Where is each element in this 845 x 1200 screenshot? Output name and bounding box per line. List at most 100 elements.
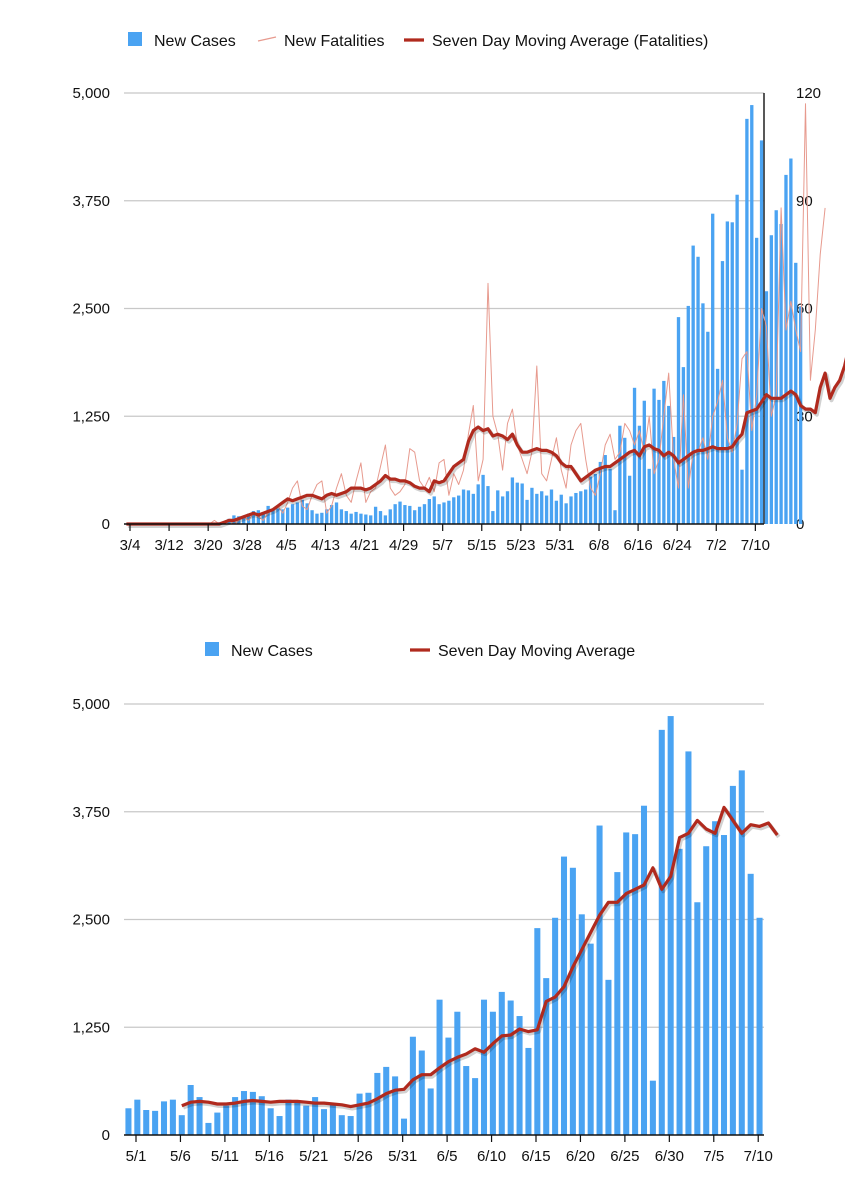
bar-new-cases xyxy=(437,504,441,524)
bar-new-cases xyxy=(334,502,339,524)
bar-new-cases xyxy=(408,505,412,524)
bar-new-cases xyxy=(312,1097,319,1135)
bar-new-cases xyxy=(267,1108,274,1135)
x-tick-label: 5/23 xyxy=(506,537,535,554)
bar-new-cases xyxy=(398,501,402,524)
bar-new-cases xyxy=(579,491,583,524)
bar-new-cases xyxy=(759,140,764,524)
bar-new-cases xyxy=(445,1037,452,1135)
x-tick-label: 6/16 xyxy=(623,537,652,554)
legend-swatch-cases xyxy=(128,32,142,46)
x-tick-label: 3/4 xyxy=(120,537,141,554)
x-tick-label: 7/5 xyxy=(703,1148,724,1165)
bar-new-cases xyxy=(520,483,524,524)
x-tick-label: 4/5 xyxy=(276,537,297,554)
bar-new-cases xyxy=(569,496,573,524)
bar-new-cases xyxy=(637,425,642,524)
bar-new-cases xyxy=(691,245,695,524)
bar-new-cases xyxy=(315,513,319,524)
legend-label: Seven Day Moving Average (Fatalities) xyxy=(432,33,708,50)
bar-new-cases xyxy=(295,502,300,524)
bar-new-cases xyxy=(249,1091,256,1135)
bar-new-cases xyxy=(676,317,681,524)
bar-new-cases xyxy=(456,495,461,524)
bar-new-cases xyxy=(676,848,683,1135)
bar-new-cases xyxy=(125,1108,132,1135)
legend-swatch-cases xyxy=(205,642,219,656)
y-right-tick-label: 0 xyxy=(796,516,804,533)
bar-new-cases xyxy=(498,991,505,1135)
bar-new-cases xyxy=(374,1072,381,1135)
bar-new-cases xyxy=(681,367,686,524)
bar-new-cases xyxy=(261,512,265,524)
bar-new-cases xyxy=(574,492,578,524)
bar-new-cases xyxy=(242,517,246,524)
bar-new-cases xyxy=(418,1050,425,1135)
bar-new-cases xyxy=(271,510,275,524)
bar-new-cases xyxy=(543,978,550,1135)
bar-new-cases xyxy=(569,867,576,1135)
chart-cases-since-may: 0 1,250 2,500 3,750 5,000 5/1 5/6 5/11 5/16 5/21 5… xyxy=(72,642,781,1165)
bar-new-cases xyxy=(251,511,256,524)
bar-new-cases xyxy=(703,846,710,1135)
bar-new-cases xyxy=(774,210,778,524)
bar-new-cases xyxy=(413,510,417,524)
bar-new-cases xyxy=(339,509,344,524)
bar-new-cases xyxy=(667,716,674,1135)
bar-new-cases xyxy=(354,511,358,524)
bar-new-cases xyxy=(452,497,456,524)
bar-new-cases xyxy=(432,496,436,524)
bar-new-cases xyxy=(559,494,563,524)
bar-new-cases xyxy=(549,489,554,524)
bar-new-cases xyxy=(505,491,510,524)
bar-new-cases xyxy=(623,832,630,1135)
x-tick-label: 5/1 xyxy=(126,1148,147,1165)
bar-new-cases xyxy=(160,1101,168,1135)
bar-new-cases xyxy=(769,235,773,525)
y-right-tick-label: 120 xyxy=(796,85,821,102)
bar-new-cases xyxy=(329,1104,336,1135)
x-tick-label: 4/13 xyxy=(311,537,340,554)
bar-new-cases xyxy=(286,507,290,524)
line-seven-day-average xyxy=(181,805,779,1109)
bar-new-cases xyxy=(530,487,534,524)
bar-new-cases xyxy=(740,469,744,524)
x-tick-label: 7/10 xyxy=(741,537,770,554)
bar-new-cases xyxy=(290,504,295,524)
bar-new-cases xyxy=(472,1078,479,1135)
bar-new-cases xyxy=(667,405,671,524)
bar-new-cases xyxy=(534,928,541,1135)
x-tick-label: 5/7 xyxy=(432,537,453,554)
bar-new-cases xyxy=(232,1097,239,1135)
bar-new-cases xyxy=(798,306,803,524)
bar-new-cases xyxy=(461,489,466,524)
bar-new-cases xyxy=(657,399,661,524)
bar-new-cases xyxy=(285,1099,292,1135)
bar-new-cases xyxy=(642,400,646,524)
bar-new-cases xyxy=(364,514,368,524)
bar-new-cases xyxy=(671,436,676,524)
bar-new-cases xyxy=(535,493,539,524)
bar-new-cases xyxy=(300,499,304,524)
bar-new-cases xyxy=(738,770,745,1135)
bar-new-cases xyxy=(169,1099,176,1135)
bar-new-cases xyxy=(134,1099,141,1135)
bar-new-cases xyxy=(305,503,309,524)
line-new-fatalities xyxy=(126,103,826,525)
bar-new-cases xyxy=(603,455,607,524)
bar-new-cases xyxy=(730,222,734,525)
bar-new-cases xyxy=(525,1047,532,1135)
bar-new-cases xyxy=(325,509,329,524)
bar-new-cases xyxy=(266,505,270,524)
bar-new-cases xyxy=(400,1118,408,1135)
bar-new-cases xyxy=(365,1092,372,1135)
bar-new-cases xyxy=(640,805,648,1135)
x-tick-label: 4/29 xyxy=(389,537,418,554)
bar-new-cases xyxy=(378,511,383,524)
bar-new-cases xyxy=(205,1122,212,1135)
bar-new-cases xyxy=(320,1109,328,1135)
x-tick-label: 5/16 xyxy=(255,1148,284,1165)
bar-new-cases xyxy=(647,468,651,524)
bar-new-cases xyxy=(587,943,594,1135)
